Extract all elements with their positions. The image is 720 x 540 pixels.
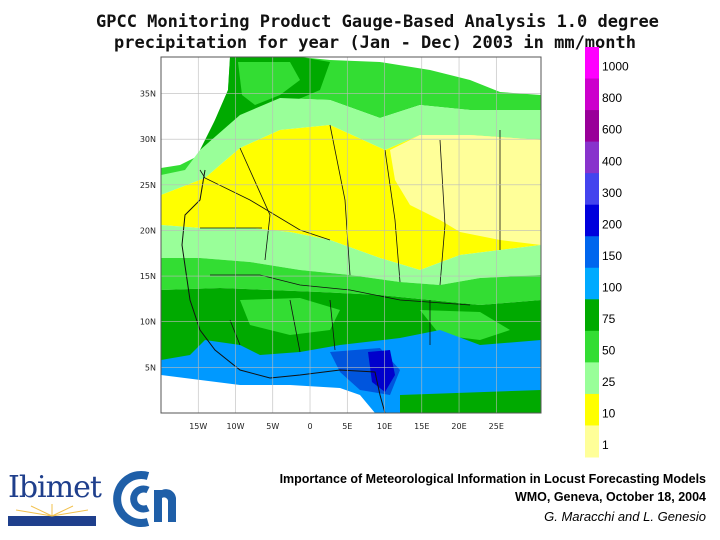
zone-atlas-inner bbox=[238, 62, 300, 105]
lon-tick-label: 15E bbox=[414, 422, 429, 431]
lon-tick-label: 10W bbox=[226, 422, 244, 431]
legend-label: 50 bbox=[602, 344, 616, 358]
lat-tick-label: 35N bbox=[140, 90, 156, 99]
legend-swatch bbox=[585, 110, 599, 143]
longitude-labels: 15W 10W 5W 0 5E 10E 15E 20E 25E bbox=[189, 422, 504, 431]
lat-tick-label: 10N bbox=[140, 318, 156, 327]
footer-title: Importance of Meteorological Information… bbox=[279, 472, 706, 486]
chart-title: GPCC Monitoring Product Gauge-Based Anal… bbox=[96, 12, 659, 54]
legend-swatch bbox=[585, 204, 599, 237]
gulf-of-guinea bbox=[161, 375, 375, 413]
color-legend: 1000 800 600 400 300 200 150 100 75 50 25 10 1 bbox=[585, 47, 629, 458]
legend-label: 400 bbox=[602, 154, 622, 168]
lon-tick-label: 20E bbox=[451, 422, 466, 431]
legend-swatch bbox=[585, 141, 599, 174]
lat-tick-label: 15N bbox=[140, 272, 156, 281]
legend-swatch bbox=[585, 362, 599, 395]
sun-rays bbox=[15, 504, 89, 517]
legend-swatch bbox=[585, 173, 599, 206]
title-line-2: precipitation for year (Jan - Dec) 2003 … bbox=[114, 33, 636, 53]
legend-label: 25 bbox=[602, 375, 616, 389]
footer-event: WMO, Geneva, October 18, 2004 bbox=[514, 490, 706, 504]
cnr-arch bbox=[162, 489, 177, 522]
legend-label: 150 bbox=[602, 249, 622, 263]
legend-swatch bbox=[585, 236, 599, 269]
zone-savanna-patch bbox=[240, 298, 340, 335]
ibimet-logo bbox=[8, 504, 96, 526]
ibimet-wordmark: Ibimet bbox=[8, 470, 102, 505]
lon-tick-label: 5W bbox=[266, 422, 279, 431]
legend-swatch bbox=[585, 78, 599, 111]
legend-label: 300 bbox=[602, 186, 622, 200]
map-fill bbox=[161, 57, 541, 413]
lon-tick-label: 25E bbox=[489, 422, 504, 431]
legend-label: 75 bbox=[602, 312, 616, 326]
lat-tick-label: 25N bbox=[140, 181, 156, 190]
legend-swatch bbox=[585, 299, 599, 332]
legend-swatch bbox=[585, 425, 599, 458]
zone-congo-edge bbox=[400, 390, 541, 413]
lat-tick-label: 5N bbox=[145, 363, 156, 372]
zone-sahel-north bbox=[161, 225, 541, 285]
cnr-bar bbox=[154, 490, 162, 522]
legend-label: 200 bbox=[602, 217, 622, 231]
legend-swatch bbox=[585, 393, 599, 426]
coastline bbox=[181, 169, 386, 413]
legend-swatch bbox=[585, 330, 599, 363]
lat-tick-label: 30N bbox=[140, 135, 156, 144]
cnr-inner-arc bbox=[130, 485, 150, 513]
atlantic-north bbox=[161, 57, 230, 168]
footer-authors: G. Maracchi and L. Genesio bbox=[544, 509, 706, 524]
zone-east-desert bbox=[390, 135, 541, 245]
map-frame bbox=[160, 56, 542, 414]
zone-sahel bbox=[161, 258, 541, 305]
lat-tick-label: 20N bbox=[140, 226, 156, 235]
legend-label: 800 bbox=[602, 91, 622, 105]
cnr-outer-arc bbox=[113, 471, 150, 527]
zone-extreme bbox=[368, 350, 395, 392]
legend-label: 1 bbox=[602, 438, 609, 452]
latitude-labels: 35N 30N 25N 20N 15N 10N 5N bbox=[140, 90, 156, 373]
legend-label: 10 bbox=[602, 407, 616, 421]
lon-tick-label: 15W bbox=[189, 422, 207, 431]
legend-swatch bbox=[585, 267, 599, 300]
lon-tick-label: 10E bbox=[377, 422, 392, 431]
map-grid bbox=[161, 57, 541, 413]
title-line-1: GPCC Monitoring Product Gauge-Based Anal… bbox=[96, 12, 659, 32]
lon-tick-label: 5E bbox=[342, 422, 352, 431]
mediterranean-sea bbox=[300, 57, 541, 95]
ibimet-logo-band bbox=[8, 516, 96, 526]
legend-label: 1000 bbox=[602, 60, 629, 74]
lon-tick-label: 0 bbox=[307, 422, 312, 431]
zone-semi-north bbox=[161, 98, 541, 195]
cnr-logo bbox=[113, 471, 177, 527]
legend-label: 600 bbox=[602, 123, 622, 137]
legend-label: 100 bbox=[602, 280, 622, 294]
legend-swatch bbox=[585, 47, 599, 80]
